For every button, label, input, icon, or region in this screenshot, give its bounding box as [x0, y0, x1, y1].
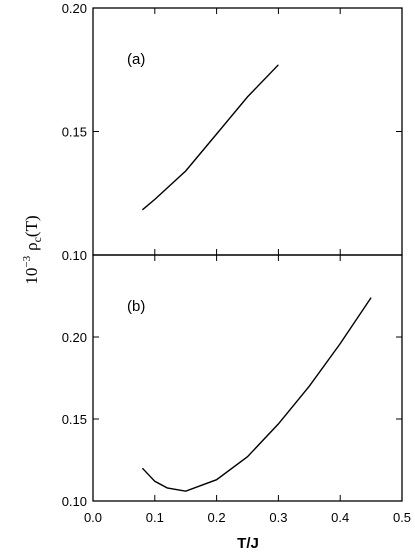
x-tick-label: 0.3 [269, 510, 287, 525]
y-axis-label-exponent: −3 [21, 255, 33, 267]
x-tick-label: 0.4 [331, 510, 349, 525]
panel-b-frame [92, 254, 403, 502]
panel-b-label: (b) [127, 298, 145, 315]
y-axis-label-prefix: 10 [22, 268, 41, 285]
x-axis-label: T/J [237, 535, 259, 552]
panel-a: 0.10 0.15 0.20 (a) [62, 1, 403, 263]
x-axis-tick-labels: 0.0 0.1 0.2 0.3 0.4 0.5 [84, 510, 411, 525]
panel-a-frame [92, 7, 403, 256]
panel-a-series-line [141, 64, 279, 211]
x-tick-label: 0.1 [146, 510, 164, 525]
y-axis-label: 10−3 ρc(T) [21, 215, 44, 284]
y-axis-label-subscript: c [30, 237, 44, 242]
panel-a-y-tick-label: 0.10 [62, 248, 87, 263]
x-tick-label: 0.0 [84, 510, 102, 525]
panel-b: 0.10 0.15 0.20 (b) [62, 254, 403, 509]
panel-b-y-tick-label: 0.15 [62, 412, 87, 427]
panel-a-y-tick-label: 0.15 [62, 125, 87, 140]
panel-a-label: (a) [127, 51, 145, 68]
x-tick-label: 0.5 [393, 510, 411, 525]
panel-b-series-line [141, 297, 372, 492]
panel-b-y-tick-label: 0.10 [62, 494, 87, 509]
panel-b-y-tick-label: 0.20 [62, 330, 87, 345]
x-tick-label: 0.2 [208, 510, 226, 525]
y-axis-label-symbol: ρ [22, 242, 41, 250]
y-axis-label-argument: (T) [22, 215, 41, 237]
panel-a-y-tick-label: 0.20 [62, 1, 87, 16]
